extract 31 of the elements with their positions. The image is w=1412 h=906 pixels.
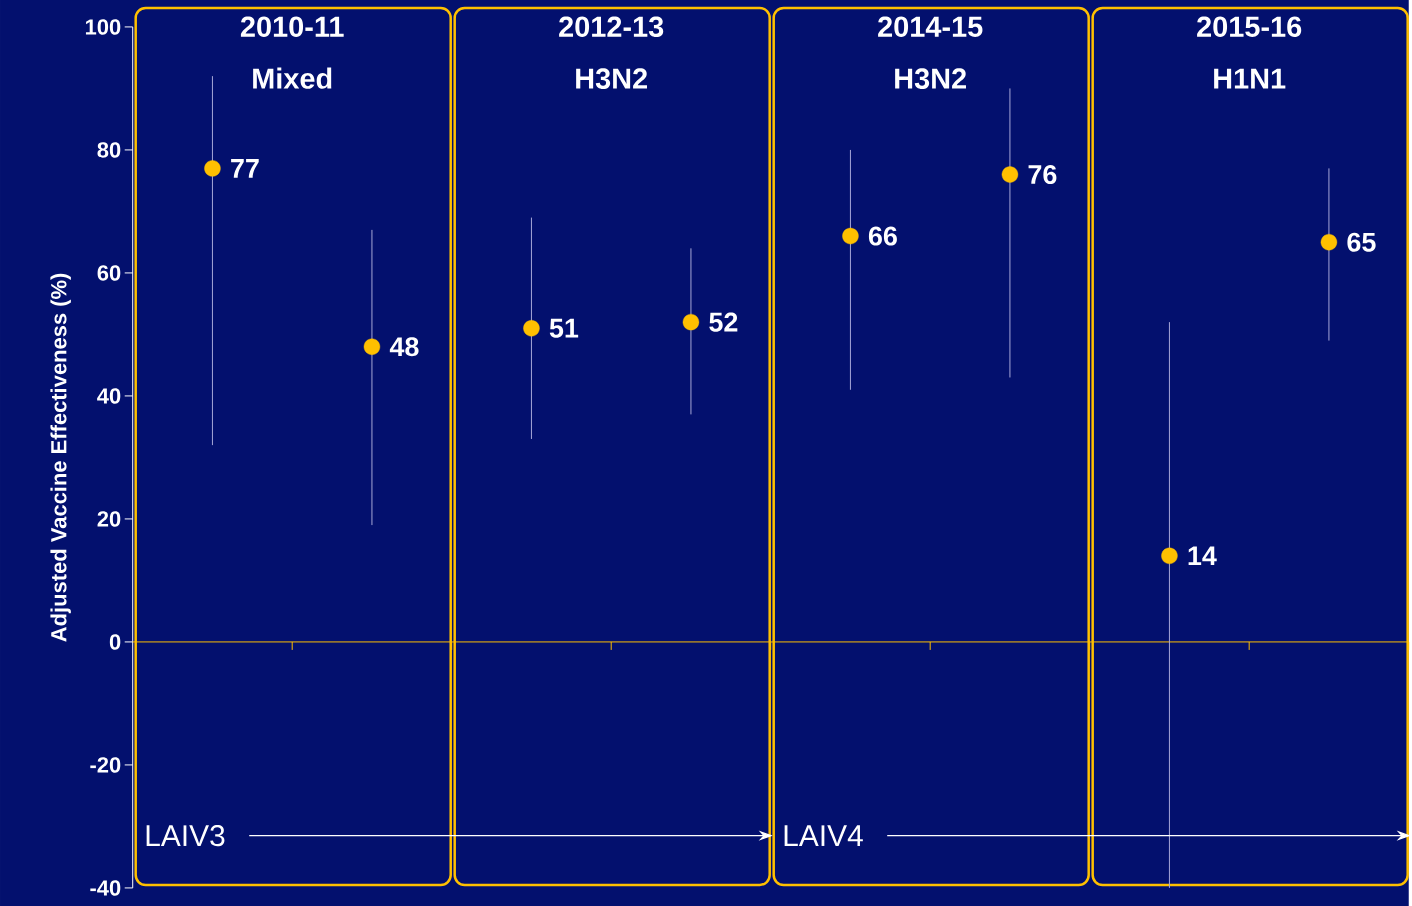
annotation: LAIV3 [146, 825, 225, 847]
data-label: 65 [1347, 232, 1376, 252]
y-tick-label: -40 [90, 880, 121, 896]
annotation: LAIV4 [784, 825, 863, 846]
y-tick-label: -20 [90, 757, 121, 773]
y-tick-label: 60 [97, 265, 121, 281]
annotation: 2010-11 Mixed [240, 16, 344, 89]
point [1161, 547, 1178, 565]
point [204, 160, 221, 177]
y-axis-title: Adjusted Vaccine Effectiveness (%) [50, 273, 71, 642]
y-tick-label: 0 [109, 634, 121, 650]
annotation: 2012-13 H3N2 [559, 16, 664, 89]
annotation: 2014-15 H3N2 [878, 16, 983, 89]
data-label: 66 [868, 226, 897, 246]
point [363, 338, 381, 355]
data-label: 51 [549, 318, 579, 338]
y-tick-label: 40 [97, 388, 121, 404]
data-label: 52 [709, 312, 738, 332]
data-label: 76 [1028, 165, 1057, 185]
y-tick-label: 20 [97, 511, 121, 527]
data-label: 14 [1188, 546, 1217, 566]
point [1001, 166, 1019, 183]
data-label: 48 [389, 337, 419, 357]
point [842, 227, 859, 245]
point [1320, 234, 1338, 251]
annotation: 2015-16 H1N1 [1197, 16, 1302, 89]
y-tick-label: 100 [85, 19, 121, 35]
data-label: 77 [231, 159, 259, 178]
point [682, 313, 700, 331]
point [523, 320, 540, 337]
y-tick-label: 80 [97, 142, 121, 158]
